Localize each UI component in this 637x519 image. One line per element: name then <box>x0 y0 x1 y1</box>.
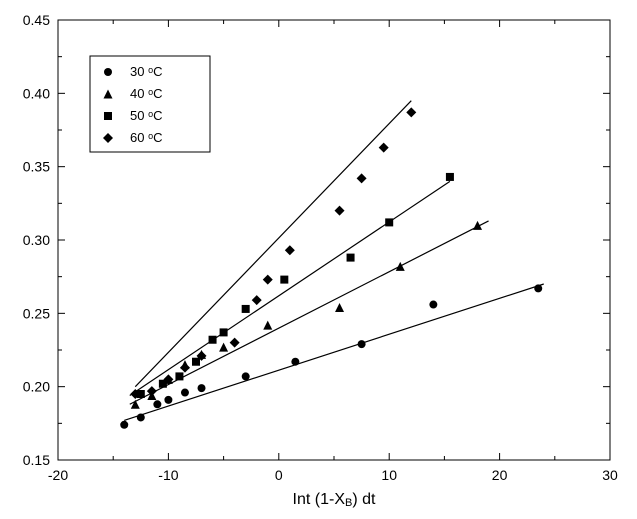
x-tick-label: 0 <box>275 467 283 483</box>
marker-circle <box>181 389 189 397</box>
marker-square <box>242 305 250 313</box>
chart-svg: -20 -10 0 10 20 30 0.15 0.20 0.25 0.30 0.35 0.40 0.4… <box>0 0 637 519</box>
marker-circle <box>153 400 161 408</box>
marker-circle <box>429 301 437 309</box>
legend: 30 oC 40 oC 50 oC 60 oC <box>90 56 210 152</box>
y-tick-label: 0.40 <box>23 85 50 101</box>
legend-label-50C: 50 oC <box>130 108 162 123</box>
marker-circle <box>137 413 145 421</box>
marker-square <box>220 328 228 336</box>
marker-square <box>280 276 288 284</box>
chart-container: -20 -10 0 10 20 30 0.15 0.20 0.25 0.30 0.35 0.40 0.4… <box>0 0 637 519</box>
marker-square <box>104 112 112 120</box>
x-tick-label: 20 <box>492 467 508 483</box>
marker-circle <box>104 68 112 76</box>
marker-square <box>385 218 393 226</box>
marker-circle <box>164 396 172 404</box>
marker-square <box>192 358 200 366</box>
y-tick-label: 0.45 <box>23 12 50 28</box>
marker-circle <box>358 340 366 348</box>
x-tick-label: -10 <box>158 467 178 483</box>
marker-square <box>347 254 355 262</box>
y-tick-label: 0.30 <box>23 232 50 248</box>
x-axis-title: Int (1-XB) dt <box>293 491 376 509</box>
y-tick-label: 0.20 <box>23 379 50 395</box>
legend-label-60C: 60 oC <box>130 130 162 145</box>
marker-square <box>175 372 183 380</box>
y-tick-label: 0.35 <box>23 159 50 175</box>
x-tick-label: 10 <box>381 467 397 483</box>
x-tick-label: 30 <box>602 467 618 483</box>
marker-square <box>446 173 454 181</box>
y-tick-label: 0.25 <box>23 305 50 321</box>
legend-label-40C: 40 oC <box>130 86 162 101</box>
marker-circle <box>198 384 206 392</box>
marker-circle <box>242 372 250 380</box>
y-tick-label: 0.15 <box>23 452 50 468</box>
marker-circle <box>120 421 128 429</box>
marker-square <box>209 336 217 344</box>
legend-label-30C: 30 oC <box>130 64 162 79</box>
marker-circle <box>534 284 542 292</box>
marker-circle <box>291 358 299 366</box>
x-tick-label: -20 <box>48 467 68 483</box>
